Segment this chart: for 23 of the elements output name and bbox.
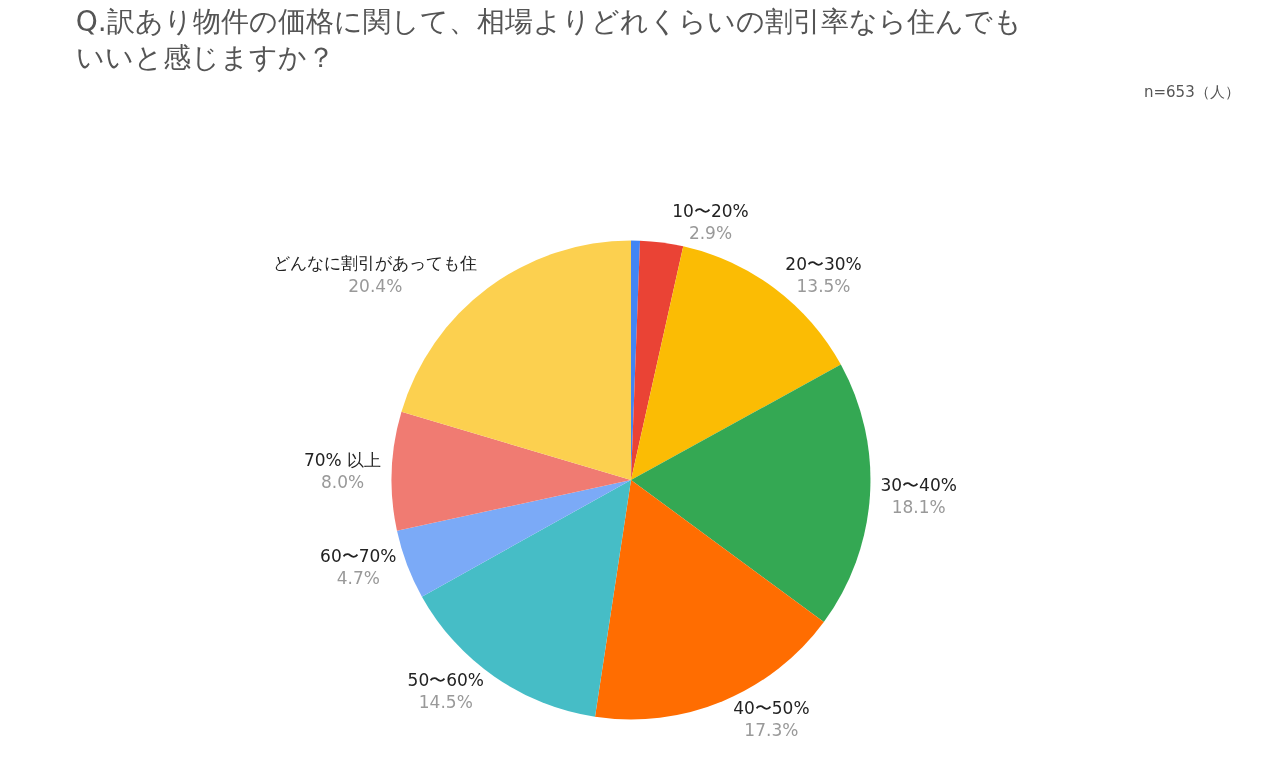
slice-label: 30〜40% — [880, 474, 957, 495]
slice-label: 10〜20% — [672, 200, 749, 221]
pie-slice — [396, 479, 631, 597]
slice-label: 20〜30% — [785, 253, 862, 274]
pie-slice — [391, 411, 631, 531]
data-label: 18.1% — [891, 496, 946, 517]
data-label: 17.3% — [744, 720, 799, 741]
chart-title: Q.訳あり物件の価格に関して、相場よりどれくらいの割引率なら住んでもいいと感じますか？ — [75, 4, 1022, 74]
data-label: 8.0% — [320, 471, 365, 492]
slice-label: 50〜60% — [407, 669, 485, 690]
slice-label: 60〜70% — [320, 546, 397, 567]
slice-label: どんなに割引があっても住 — [273, 253, 478, 274]
slice-label: 70% 以上 — [303, 449, 382, 470]
data-label: 20.4% — [348, 275, 403, 296]
data-label: 13.5% — [796, 276, 851, 297]
slice-label: 40〜50% — [733, 698, 810, 719]
pie-slice — [631, 240, 684, 480]
pie-slice — [631, 364, 871, 622]
text: n=653（人） — [1144, 83, 1240, 101]
pie-slice — [595, 479, 824, 720]
data-label: 4.7% — [336, 568, 380, 589]
data-label: 2.9% — [688, 222, 733, 243]
data-label: 14.5% — [418, 692, 473, 713]
